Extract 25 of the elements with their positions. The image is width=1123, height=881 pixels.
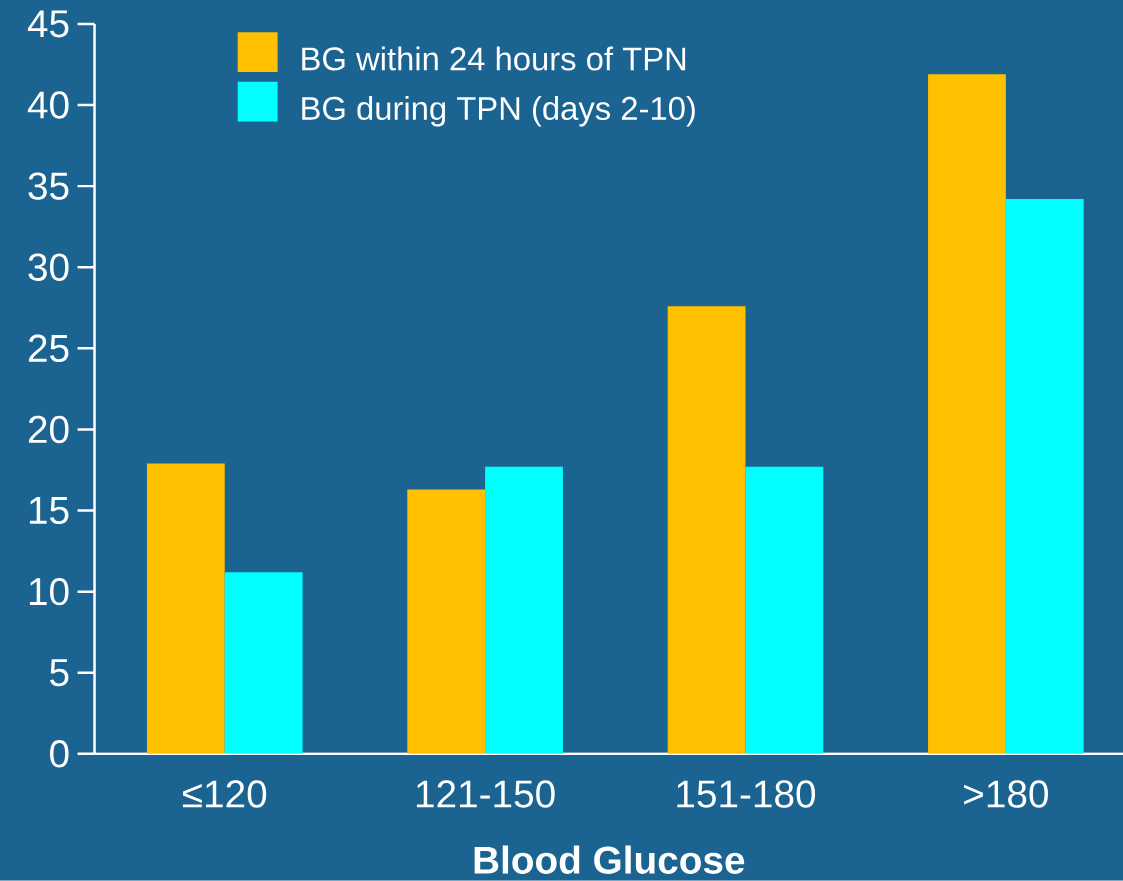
y-tick-label: 15 <box>29 497 69 525</box>
bar <box>928 74 1006 754</box>
y-tick-label: 30 <box>28 253 69 282</box>
bar <box>1005 199 1084 754</box>
x-axis-title: Blood Glucose <box>474 845 745 874</box>
bar <box>146 463 225 754</box>
legend-label: BG within 24 hours of TPN <box>302 46 686 71</box>
bar <box>745 466 824 754</box>
bar <box>407 489 486 754</box>
y-tick-label: 0 <box>50 740 69 768</box>
y-tick-label: 45 <box>27 10 69 38</box>
x-tick-label: >180 <box>964 780 1048 808</box>
bar <box>224 572 303 754</box>
y-tick-label: 5 <box>50 659 69 687</box>
y-tick-label: 40 <box>27 91 69 119</box>
x-tick-label: 151-180 <box>677 780 816 808</box>
legend-label: BG during TPN (days 2-10) <box>302 96 695 127</box>
bar <box>485 466 563 754</box>
y-tick-label: 10 <box>29 577 69 606</box>
y-tick-label: 20 <box>28 415 69 444</box>
y-tick-label: 25 <box>28 334 69 363</box>
y-tick-label: 35 <box>28 172 69 200</box>
bar <box>667 306 746 754</box>
x-tick-label: 121-150 <box>416 780 555 808</box>
x-tick-label: ≤120 <box>182 780 267 808</box>
